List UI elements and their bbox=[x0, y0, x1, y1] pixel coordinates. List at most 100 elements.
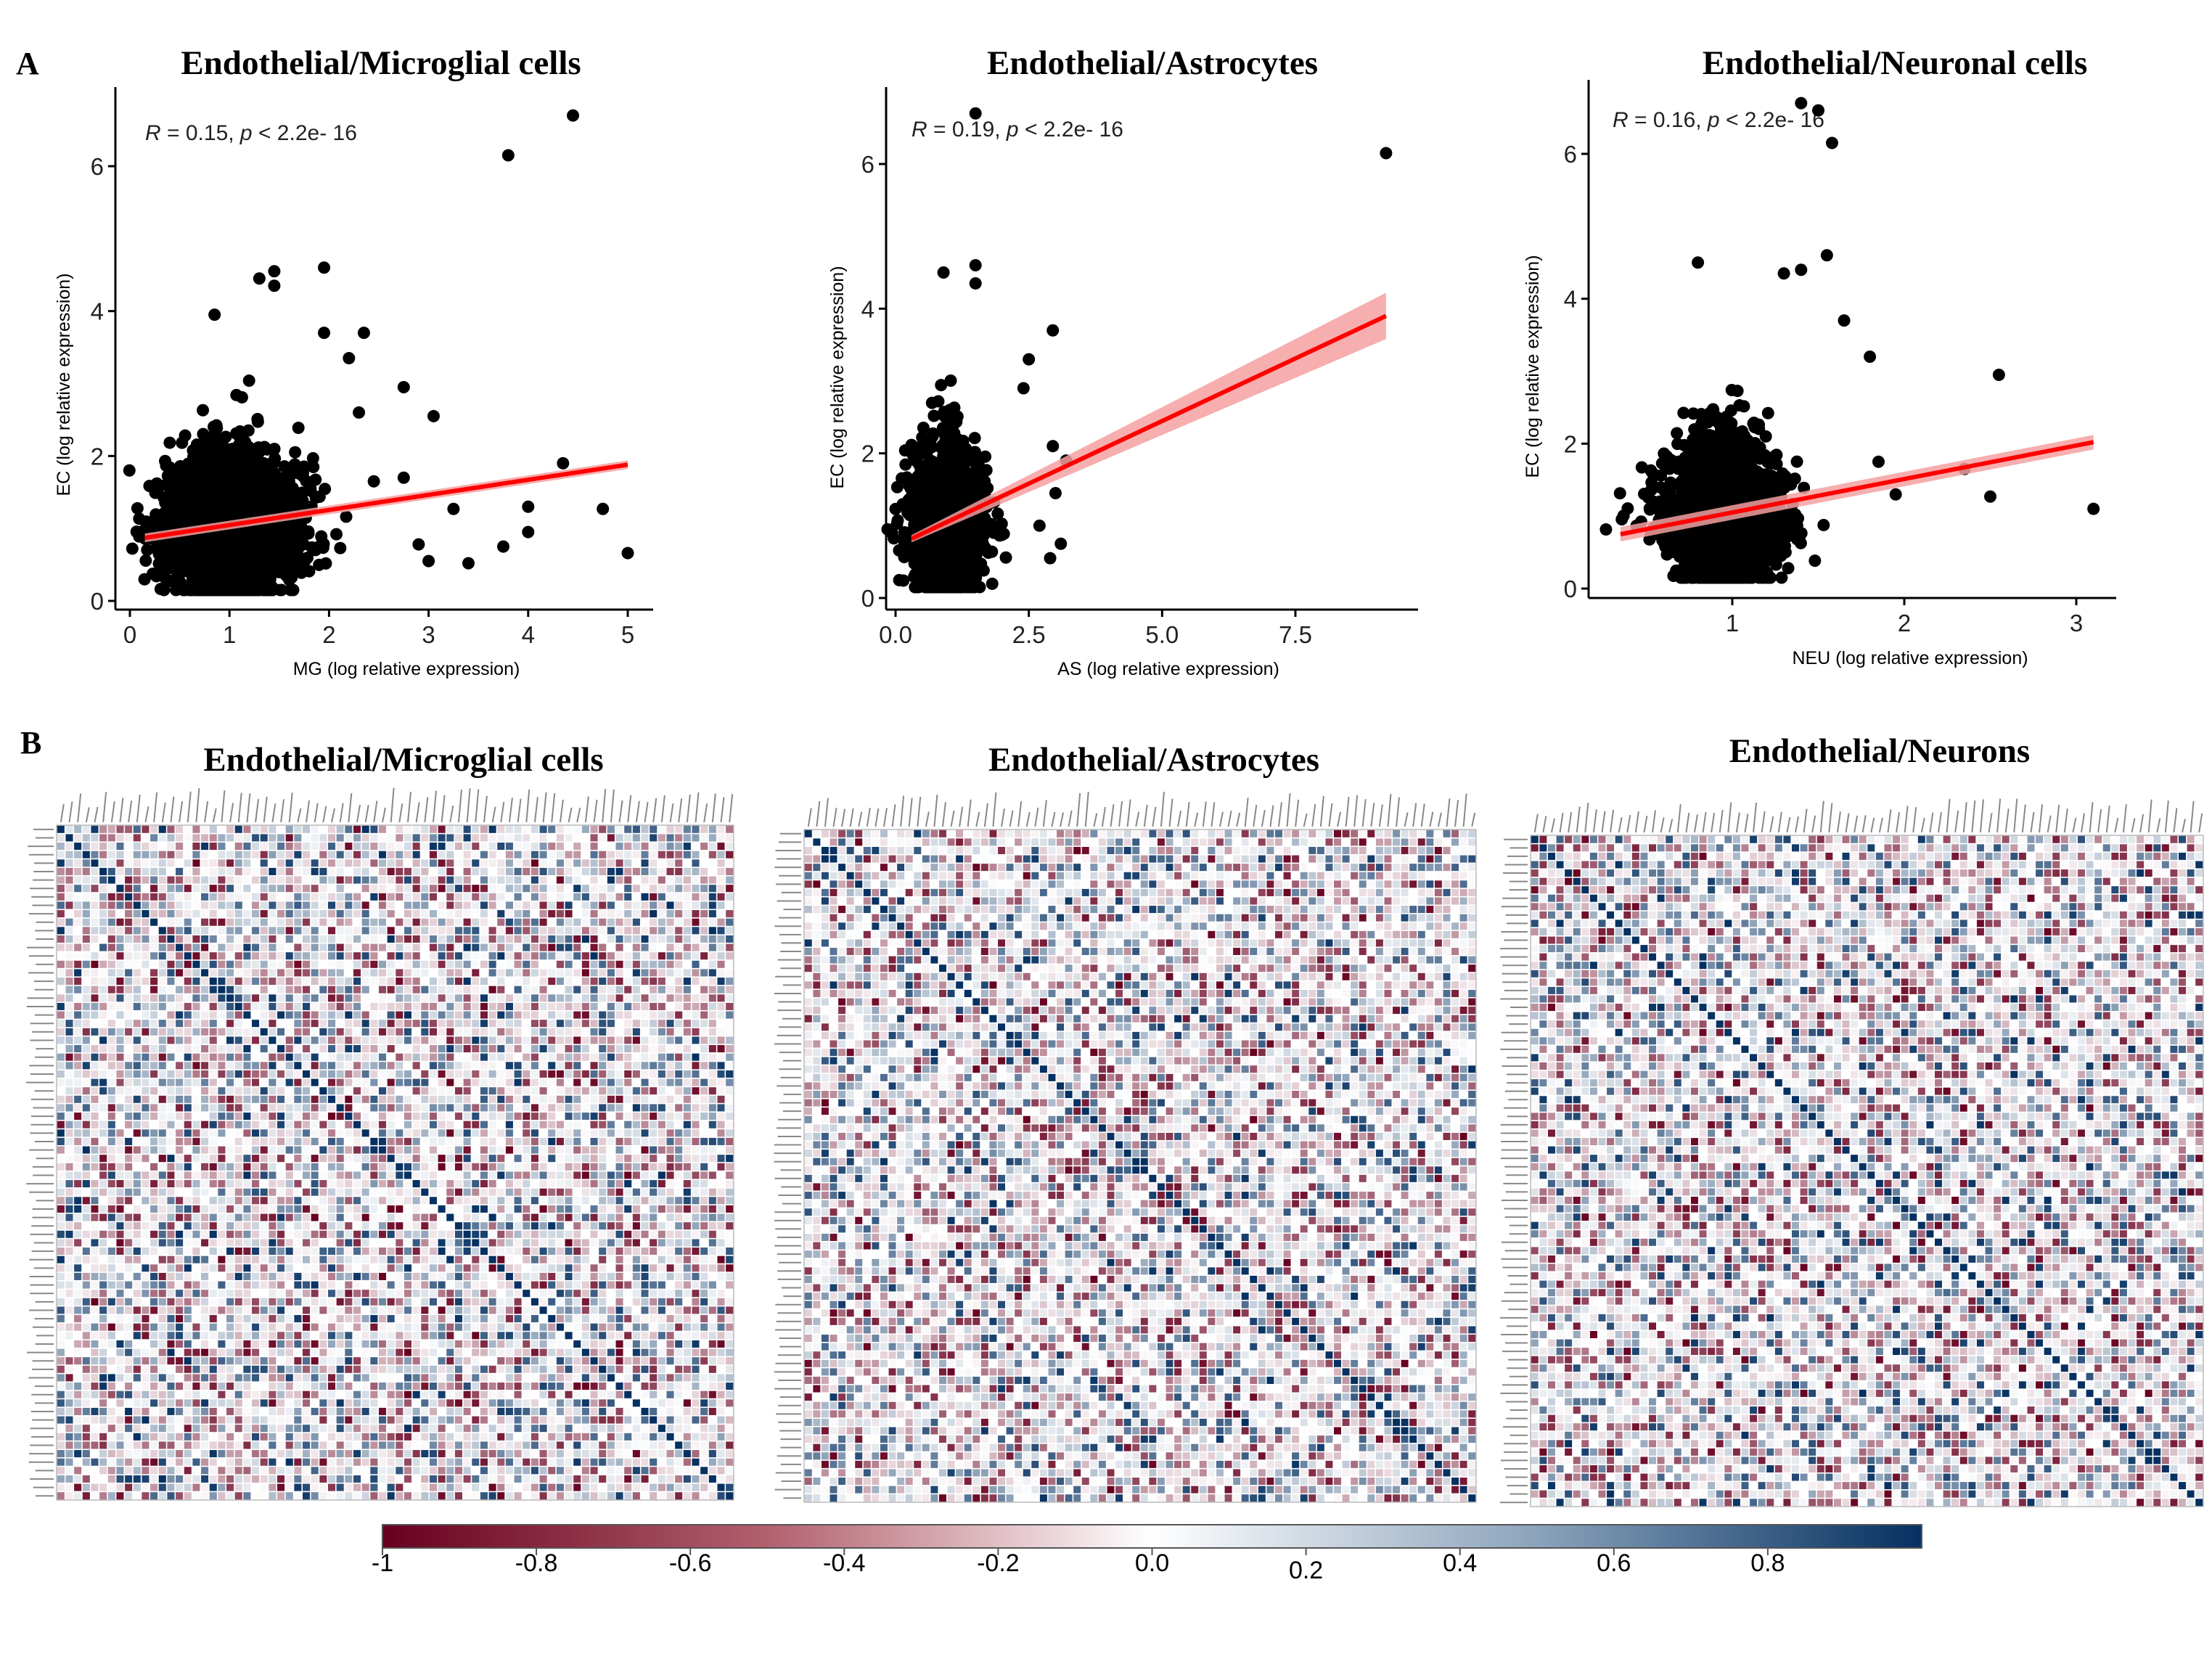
scatter-point bbox=[944, 538, 957, 550]
scatter-point bbox=[447, 503, 459, 515]
scatter-point bbox=[946, 488, 959, 501]
column-label bbox=[671, 803, 673, 822]
scatter-point bbox=[938, 266, 950, 279]
scatter-point bbox=[557, 457, 569, 470]
scatter-point bbox=[1711, 572, 1723, 584]
scatter-point bbox=[984, 517, 996, 530]
scatter-point bbox=[927, 546, 940, 558]
scatter-point bbox=[1791, 520, 1803, 532]
column-label bbox=[628, 795, 631, 822]
scatter-point bbox=[957, 460, 969, 472]
scatter-point bbox=[412, 538, 425, 551]
scatter-2-annotation: R = 0.19, p < 2.2e- 16 bbox=[912, 118, 1123, 142]
scatter-point bbox=[959, 533, 972, 545]
scatter-point bbox=[176, 437, 188, 449]
column-label bbox=[509, 798, 512, 822]
column-label bbox=[645, 802, 648, 822]
scatter-point bbox=[1677, 407, 1689, 419]
scatter-point bbox=[230, 575, 242, 588]
scatter-point bbox=[216, 584, 229, 597]
column-label bbox=[188, 792, 191, 822]
column-label bbox=[61, 804, 64, 822]
scatter-point bbox=[1680, 572, 1692, 584]
scatter-point bbox=[279, 471, 291, 483]
column-label bbox=[713, 793, 716, 822]
scatter-point bbox=[597, 503, 609, 515]
column-label bbox=[729, 794, 732, 822]
scatter-point bbox=[1838, 314, 1851, 327]
scatter-point bbox=[1688, 533, 1700, 546]
x-tick-label: 5 bbox=[621, 621, 634, 648]
column-label bbox=[221, 790, 224, 822]
scatter-point bbox=[923, 509, 935, 521]
scatter-point bbox=[237, 463, 250, 475]
scatter-point bbox=[1671, 438, 1684, 450]
column-label bbox=[154, 792, 157, 822]
scatter-point bbox=[343, 352, 355, 364]
column-label bbox=[290, 792, 292, 822]
scatter-point bbox=[1692, 571, 1704, 583]
scatter-point bbox=[622, 547, 634, 560]
y-tick-label: 2 bbox=[1564, 430, 1577, 457]
x-tick-label: 4 bbox=[522, 621, 535, 648]
scatter-point bbox=[1724, 558, 1736, 570]
heatmap-3-title: Endothelial/Neurons bbox=[1729, 732, 2030, 770]
scatter-point bbox=[1711, 411, 1723, 423]
scatter-point bbox=[1023, 353, 1035, 366]
y-tick-label: 0 bbox=[861, 585, 874, 612]
scatter-point bbox=[330, 528, 343, 541]
scatter-point bbox=[245, 477, 258, 489]
scatter-2-xlabel: AS (log relative expression) bbox=[1057, 659, 1279, 679]
scatter-point bbox=[398, 472, 410, 484]
scatter-point bbox=[1700, 475, 1712, 487]
scatter-point bbox=[1808, 554, 1821, 567]
scatter-point bbox=[917, 422, 930, 434]
scatter-point bbox=[131, 502, 144, 515]
heatmaps bbox=[26, 788, 2203, 1507]
column-label bbox=[459, 790, 462, 822]
y-tick-label: 2 bbox=[861, 441, 874, 467]
scatter-point bbox=[927, 570, 940, 582]
scatter-point bbox=[937, 443, 949, 455]
scatter-point bbox=[522, 501, 534, 513]
scatter-2: 0.0 2.5 5.0 7.50246 bbox=[861, 87, 1418, 648]
scatter-point bbox=[231, 428, 243, 441]
scatter-1-ylabel: EC (log relative expression) bbox=[54, 273, 74, 496]
scatter-point bbox=[1705, 536, 1717, 549]
heatmap-1-title: Endothelial/Microglial cells bbox=[203, 741, 603, 779]
scatter-point bbox=[319, 557, 332, 570]
column-label bbox=[425, 797, 427, 822]
scatter-point bbox=[181, 565, 194, 578]
scatter-point bbox=[1762, 407, 1774, 419]
column-label bbox=[442, 795, 445, 822]
panel-label-a: A bbox=[16, 46, 39, 81]
y-tick-label: 4 bbox=[861, 295, 874, 322]
scatter-point bbox=[283, 574, 295, 586]
column-label bbox=[128, 800, 131, 822]
scatter-point bbox=[427, 410, 440, 422]
scatter-point bbox=[1702, 459, 1714, 471]
scatter-point bbox=[1725, 404, 1737, 417]
scatter-point bbox=[226, 443, 239, 455]
scatter-point bbox=[187, 451, 200, 463]
scatter-point bbox=[197, 404, 209, 417]
column-label bbox=[552, 793, 554, 822]
column-label bbox=[298, 808, 300, 822]
column-label bbox=[272, 803, 275, 822]
scatter-point bbox=[1745, 464, 1757, 477]
scatter-point bbox=[1659, 541, 1671, 553]
column-label bbox=[315, 803, 318, 822]
scatter-point bbox=[914, 459, 926, 472]
scatter-point bbox=[229, 562, 242, 574]
scatter-point bbox=[353, 406, 365, 419]
column-label bbox=[247, 793, 250, 822]
scatter-point bbox=[253, 272, 266, 284]
scatter-point bbox=[1681, 560, 1694, 573]
scatter-point bbox=[269, 532, 281, 544]
scatter-point bbox=[914, 478, 927, 490]
scatter-point bbox=[289, 446, 301, 459]
scatter-point bbox=[991, 507, 1004, 520]
column-label bbox=[611, 790, 614, 822]
scatter-point bbox=[204, 462, 216, 475]
column-label bbox=[662, 795, 665, 822]
